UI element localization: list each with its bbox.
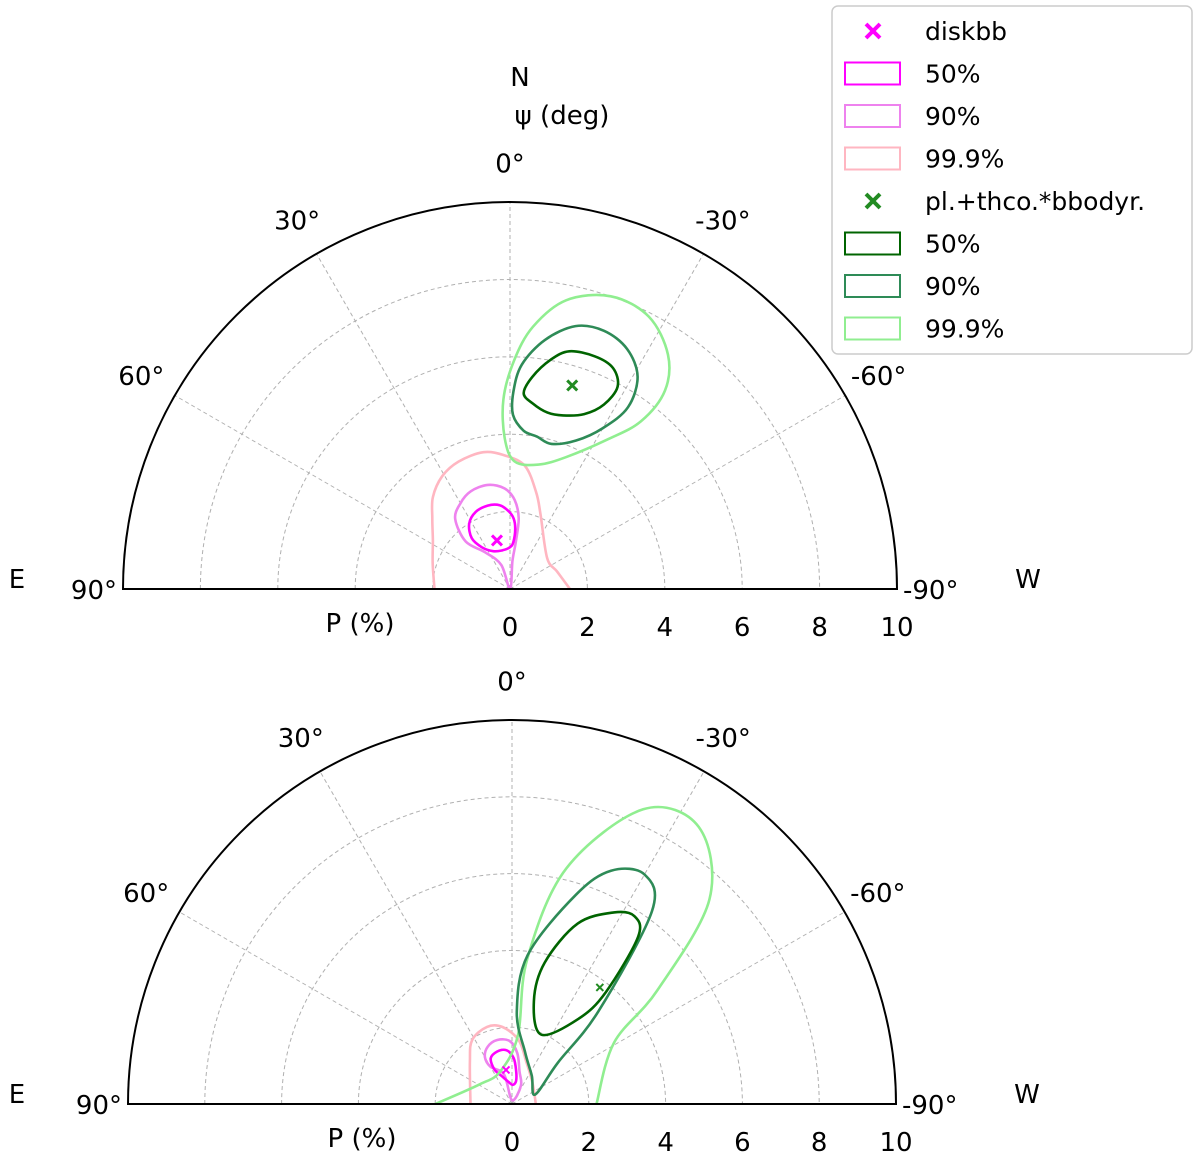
- legend-label: 90%: [925, 272, 981, 301]
- radial-tick-label: 10: [879, 1128, 912, 1155]
- west-label: W: [1014, 1080, 1040, 1110]
- legend-swatch: [844, 104, 901, 128]
- radial-tick-label: 2: [581, 1128, 598, 1155]
- angular-grid-line: [174, 395, 511, 590]
- radial-tick-label: 8: [811, 1128, 828, 1155]
- legend-swatch: [844, 274, 901, 298]
- legend-label: 50%: [925, 60, 981, 89]
- contour-group: [434, 805, 714, 1104]
- legend-entry: pl.+thco.*bbodyr.: [864, 187, 1145, 216]
- legend-entry: 99.9%: [844, 145, 1004, 174]
- radial-tick-label: 0: [502, 613, 519, 643]
- radial-tick-label: 4: [657, 1128, 674, 1155]
- angle-tick-label: 60°: [118, 362, 164, 392]
- psi-axis-label: ψ (deg): [515, 101, 610, 131]
- legend-swatch: [844, 146, 901, 171]
- angular-grid-line: [319, 771, 513, 1105]
- contour-pl-thco-90pct: [515, 867, 657, 1097]
- radial-tick-label: 8: [811, 613, 828, 643]
- p-axis-label: P (%): [328, 1124, 397, 1154]
- angle-tick-label: 60°: [123, 879, 169, 909]
- angle-tick-label: -90°: [902, 1091, 957, 1121]
- west-label: W: [1015, 565, 1041, 595]
- contour-diskbb-50pct: [467, 503, 517, 553]
- legend-label: 99.9%: [925, 315, 1004, 344]
- contour-pl-thco-99.9pct: [434, 805, 714, 1104]
- polar-frame: [126, 719, 898, 1105]
- angular-grid-line: [179, 911, 513, 1105]
- radial-grid-arc: [281, 873, 743, 1105]
- angle-tick-label: -60°: [850, 879, 905, 909]
- legend-entry: 90%: [844, 272, 981, 301]
- p-axis-label: P (%): [326, 609, 395, 639]
- polar-panel-top: 90° 60° 30° 0° -30° -60° -90° 0 2 4 6 8 10 P (%) E W: [9, 149, 1041, 643]
- radial-tick-label: 4: [657, 613, 674, 643]
- contour-diskbb-99.9pct: [430, 450, 572, 589]
- polar-frame: [121, 201, 899, 590]
- angle-tick-label: 90°: [76, 1091, 122, 1121]
- contour-pl-thco-50pct: [522, 349, 620, 417]
- north-label: N: [510, 63, 529, 93]
- angle-tick-label: 0°: [497, 668, 527, 698]
- legend-entry: 50%: [844, 60, 981, 89]
- contour-pl-thco-90pct: [510, 324, 639, 446]
- legend-label: 99.9%: [925, 145, 1004, 174]
- angular-grid-line: [511, 911, 845, 1105]
- angular-grid-line: [509, 395, 846, 590]
- legend-swatch: [844, 316, 901, 341]
- best-fit-marker-pl-thco: [595, 983, 605, 992]
- angle-tick-label: 30°: [278, 724, 324, 754]
- radial-tick-label: 6: [734, 1128, 751, 1155]
- contour-diskbb-50pct: [489, 1048, 518, 1087]
- legend-label: 50%: [925, 230, 981, 259]
- polar-panel-bottom: 90° 60° 30° 0° -30° -60° -90° 0 2 4 6 8 10 P (%) E W: [9, 668, 1040, 1155]
- east-label: E: [9, 1080, 25, 1110]
- legend-frame: [831, 5, 1193, 355]
- angle-tick-label: -30°: [695, 724, 750, 754]
- legend-entry: 99.9%: [844, 315, 1004, 344]
- contour-pl-thco-50pct: [532, 910, 642, 1037]
- angle-tick-label: -90°: [903, 576, 958, 606]
- radial-tick-label: 6: [734, 613, 751, 643]
- legend-label: pl.+thco.*bbodyr.: [925, 187, 1145, 216]
- legend-label: 90%: [925, 102, 981, 131]
- legend: diskbb 50% 90% 99.9% pl.+thco.*bbodyr. 50% 90%…: [831, 5, 1193, 355]
- radial-tick-label: 0: [504, 1128, 521, 1155]
- legend-entry: 90%: [844, 102, 981, 131]
- angular-grid-line: [509, 253, 704, 590]
- angle-tick-label: -30°: [695, 206, 750, 236]
- legend-entry: 50%: [844, 230, 981, 259]
- radial-grid-arc: [204, 796, 820, 1105]
- radial-tick-label: 10: [880, 613, 913, 643]
- contour-diskbb-90pct: [453, 483, 521, 589]
- contour-pl-thco-99.9pct: [501, 293, 671, 467]
- best-fit-marker-diskbb: [501, 1065, 511, 1075]
- legend-entry: diskbb: [864, 17, 1007, 46]
- best-fit-marker-pl-thco: [566, 379, 579, 392]
- angle-tick-label: -60°: [851, 362, 906, 392]
- angle-tick-label: 90°: [71, 576, 117, 606]
- contour-diskbb-99.9pct: [468, 1024, 538, 1104]
- radial-grid-arc: [357, 949, 667, 1105]
- radial-grid-arc: [434, 1026, 590, 1105]
- angle-tick-label: 0°: [495, 149, 525, 179]
- radial-tick-label: 2: [579, 613, 596, 643]
- legend-swatch: [844, 231, 901, 256]
- contour-group: [430, 293, 671, 589]
- legend-swatch: [844, 61, 901, 86]
- legend-marker-icon: [864, 192, 882, 210]
- best-fit-marker-diskbb: [490, 534, 504, 547]
- legend-label: diskbb: [925, 17, 1007, 46]
- angular-grid-line: [316, 253, 511, 590]
- angle-tick-label: 30°: [274, 206, 320, 236]
- east-label: E: [9, 565, 25, 595]
- legend-marker-icon: [864, 22, 882, 40]
- angular-grid-line: [511, 771, 705, 1105]
